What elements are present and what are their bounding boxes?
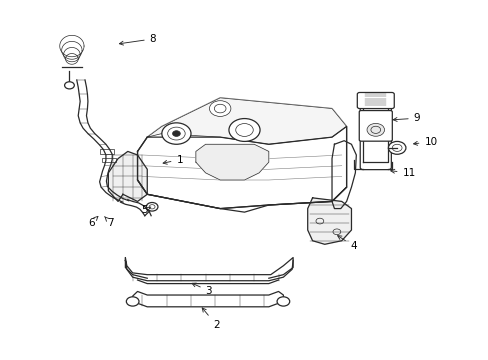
Circle shape <box>146 203 158 211</box>
Circle shape <box>126 297 139 306</box>
Text: 4: 4 <box>337 236 356 251</box>
Circle shape <box>277 297 289 306</box>
Polygon shape <box>363 105 387 162</box>
Text: 10: 10 <box>413 137 437 147</box>
Text: 5: 5 <box>141 205 150 215</box>
Polygon shape <box>132 292 283 307</box>
Polygon shape <box>137 98 346 212</box>
Polygon shape <box>108 152 147 202</box>
Text: 6: 6 <box>88 216 98 228</box>
Polygon shape <box>331 141 356 208</box>
Polygon shape <box>196 144 268 180</box>
FancyBboxPatch shape <box>357 93 393 109</box>
Circle shape <box>209 101 230 116</box>
Text: 7: 7 <box>104 217 114 228</box>
Circle shape <box>366 123 384 136</box>
Circle shape <box>162 123 191 144</box>
Text: 8: 8 <box>119 34 156 45</box>
Polygon shape <box>307 198 351 244</box>
Circle shape <box>64 82 74 89</box>
Polygon shape <box>137 126 346 208</box>
Text: 11: 11 <box>390 168 415 178</box>
Text: 9: 9 <box>392 113 420 123</box>
Circle shape <box>172 131 180 136</box>
Text: 1: 1 <box>163 155 183 165</box>
Circle shape <box>387 141 405 154</box>
Text: 2: 2 <box>202 308 219 330</box>
FancyBboxPatch shape <box>359 111 391 141</box>
Polygon shape <box>147 98 346 144</box>
Text: 3: 3 <box>192 283 212 296</box>
Circle shape <box>228 118 260 141</box>
FancyBboxPatch shape <box>360 99 390 170</box>
Polygon shape <box>125 257 292 281</box>
